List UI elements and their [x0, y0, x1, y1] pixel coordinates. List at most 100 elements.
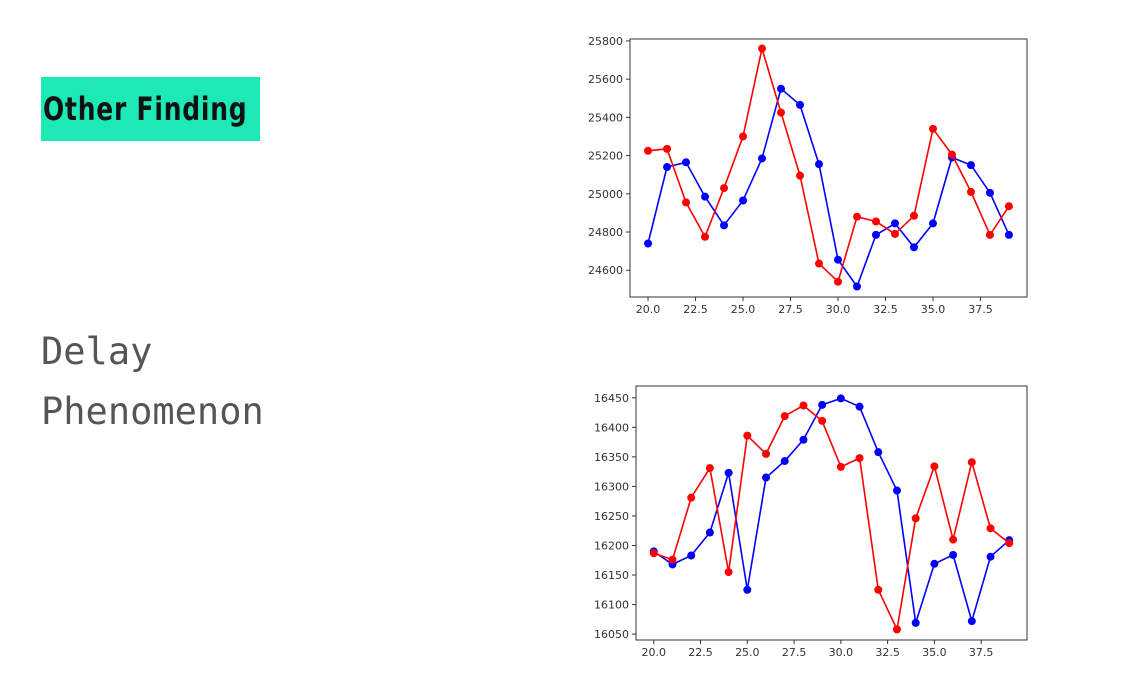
bottom-blue-data-point — [930, 559, 939, 568]
top-blue-data-point — [777, 84, 786, 93]
bottom-red-data-point — [687, 493, 696, 502]
top-red-data-point — [701, 232, 710, 241]
top-blue-data-point — [985, 188, 994, 197]
top-red-data-point — [871, 217, 880, 226]
bottom-blue-data-point — [949, 550, 958, 559]
top-blue-data-point — [720, 221, 729, 230]
bottom-red-data-point — [724, 568, 733, 577]
top-x-tick-label: 32.5 — [873, 303, 898, 316]
top-plot-frame — [629, 38, 1028, 298]
subtitle-line-2: Phenomenon — [41, 390, 264, 433]
top-blue-data-point — [966, 161, 975, 170]
bottom-red-data-point — [762, 449, 771, 458]
bottom-blue-data-point — [967, 617, 976, 626]
bottom-x-tick-label: 25.0 — [735, 646, 760, 659]
top-y-tick-label: 25000 — [588, 188, 623, 201]
bottom-blue-data-point — [799, 435, 808, 444]
bottom-y-tick-label: 16400 — [594, 421, 629, 434]
top-red-data-point — [947, 150, 956, 159]
bottom-red-data-point — [780, 412, 789, 421]
top-x-tick-label: 25.0 — [731, 303, 756, 316]
bottom-blue-data-point — [892, 486, 901, 495]
top-red-data-point — [985, 230, 994, 239]
top-y-tick-label: 24800 — [588, 226, 623, 239]
bottom-red-data-point — [911, 514, 920, 523]
top-blue-data-point — [890, 219, 899, 228]
bottom-red-data-point — [967, 458, 976, 467]
bottom-blue-data-point — [724, 468, 733, 477]
top-x-tick-label: 37.5 — [968, 303, 993, 316]
top-red-data-point — [833, 277, 842, 286]
bottom-blue-data-point — [818, 400, 827, 409]
bottom-blue-data-point — [855, 402, 864, 411]
bottom-y-tick-label: 16350 — [594, 451, 629, 464]
top-y-tick-label: 25800 — [588, 35, 623, 48]
bottom-red-data-point — [986, 524, 995, 533]
top-red-data-point — [739, 132, 748, 141]
top-red-data-point — [777, 108, 786, 117]
top-blue-data-point — [815, 160, 824, 169]
bottom-x-tick-label: 20.0 — [642, 646, 667, 659]
top-blue-data-point — [796, 100, 805, 109]
bottom-x-tick-label: 30.0 — [829, 646, 854, 659]
top-red-data-point — [815, 259, 824, 268]
top-red-data-point — [682, 198, 691, 207]
bottom-blue-data-point — [780, 457, 789, 466]
top-red-series-line — [647, 48, 1010, 284]
bottom-red-data-point — [705, 464, 714, 473]
bottom-y-tick-label: 16300 — [594, 480, 629, 493]
top-red-data-point — [966, 187, 975, 196]
top-blue-data-point — [758, 154, 767, 163]
bottom-red-data-point — [1005, 539, 1014, 548]
bottom-red-data-point — [930, 462, 939, 471]
top-red-data-point — [796, 171, 805, 180]
bottom-blue-data-point — [762, 473, 771, 482]
top-red-data-point — [720, 184, 729, 193]
top-y-tick-label: 25200 — [588, 150, 623, 163]
top-blue-data-point — [1004, 230, 1013, 239]
bottom-red-data-point — [668, 555, 677, 564]
bottom-red-data-point — [799, 401, 808, 410]
bottom-x-tick-label: 27.5 — [782, 646, 807, 659]
slide-heading: Other Finding — [41, 77, 260, 141]
top-blue-data-point — [644, 239, 653, 248]
top-blue-data-point — [739, 196, 748, 205]
top-y-tick-label: 25400 — [588, 111, 623, 124]
top-y-tick-label: 24600 — [588, 264, 623, 277]
bottom-blue-data-point — [911, 618, 920, 627]
top-x-tick-label: 27.5 — [778, 303, 803, 316]
bottom-red-data-point — [892, 625, 901, 634]
top-red-data-point — [644, 146, 653, 155]
bottom-red-data-point — [649, 549, 658, 558]
top-blue-data-point — [833, 255, 842, 264]
bottom-blue-data-point — [836, 394, 845, 403]
bottom-blue-data-point — [986, 552, 995, 561]
bottom-y-tick-label: 16450 — [594, 392, 629, 405]
bottom-blue-data-point — [687, 551, 696, 560]
bottom-blue-data-point — [705, 528, 714, 537]
top-blue-data-point — [682, 158, 691, 167]
bottom-red-data-point — [818, 416, 827, 425]
bottom-red-data-point — [836, 462, 845, 471]
top-blue-data-point — [909, 243, 918, 252]
top-blue-data-point — [663, 163, 672, 172]
bottom-red-series-line — [653, 404, 1010, 633]
top-red-data-point — [909, 211, 918, 220]
top-x-tick-label: 22.5 — [683, 303, 708, 316]
bottom-y-tick-label: 16150 — [594, 569, 629, 582]
top-blue-data-point — [871, 230, 880, 239]
top-red-data-point — [758, 44, 767, 53]
bottom-red-data-point — [949, 535, 958, 544]
bottom-red-data-point — [874, 585, 883, 594]
bottom-blue-data-point — [874, 448, 883, 457]
top-x-tick-label: 20.0 — [636, 303, 661, 316]
top-x-tick-label: 30.0 — [826, 303, 851, 316]
top-red-data-point — [1004, 202, 1013, 211]
bottom-red-data-point — [743, 431, 752, 440]
slide-subtitle: Delay Phenomenon — [41, 322, 264, 442]
slide-heading-text: Other Finding — [43, 90, 248, 128]
bottom-x-tick-label: 37.5 — [969, 646, 994, 659]
bottom-x-tick-label: 32.5 — [875, 646, 900, 659]
